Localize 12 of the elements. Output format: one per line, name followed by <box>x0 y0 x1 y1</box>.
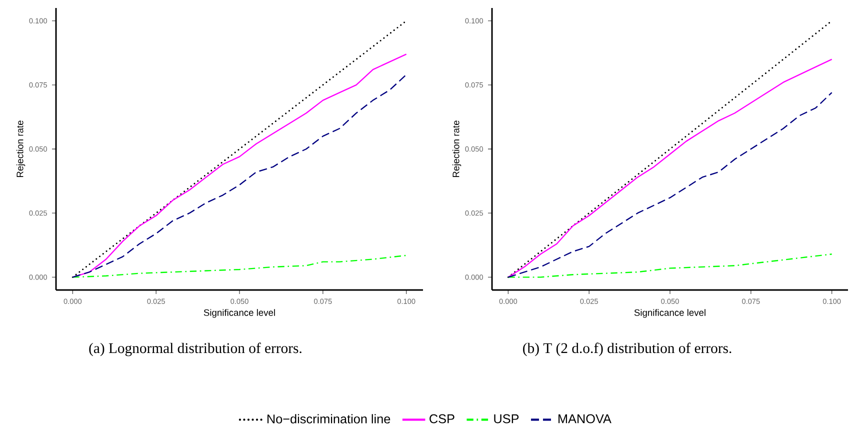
legend-label: CSP <box>430 414 454 424</box>
legend-label: No−discrimination line <box>267 414 390 424</box>
y-axis-title: Rejection rate <box>452 120 462 178</box>
line-series <box>72 254 407 278</box>
y-axis-title: Rejection rate <box>16 120 26 178</box>
text: (b) T (2 d.o.f) distribution of errors. <box>523 342 732 356</box>
line-series <box>508 254 832 278</box>
x-axis-title: Significance level <box>634 309 706 318</box>
legend-label: USP <box>494 414 519 424</box>
legend-label: MANOVA <box>558 414 612 424</box>
text: (a) Lognormal distribution of errors. <box>89 342 302 356</box>
x-axis-title: Significance level <box>204 309 275 318</box>
